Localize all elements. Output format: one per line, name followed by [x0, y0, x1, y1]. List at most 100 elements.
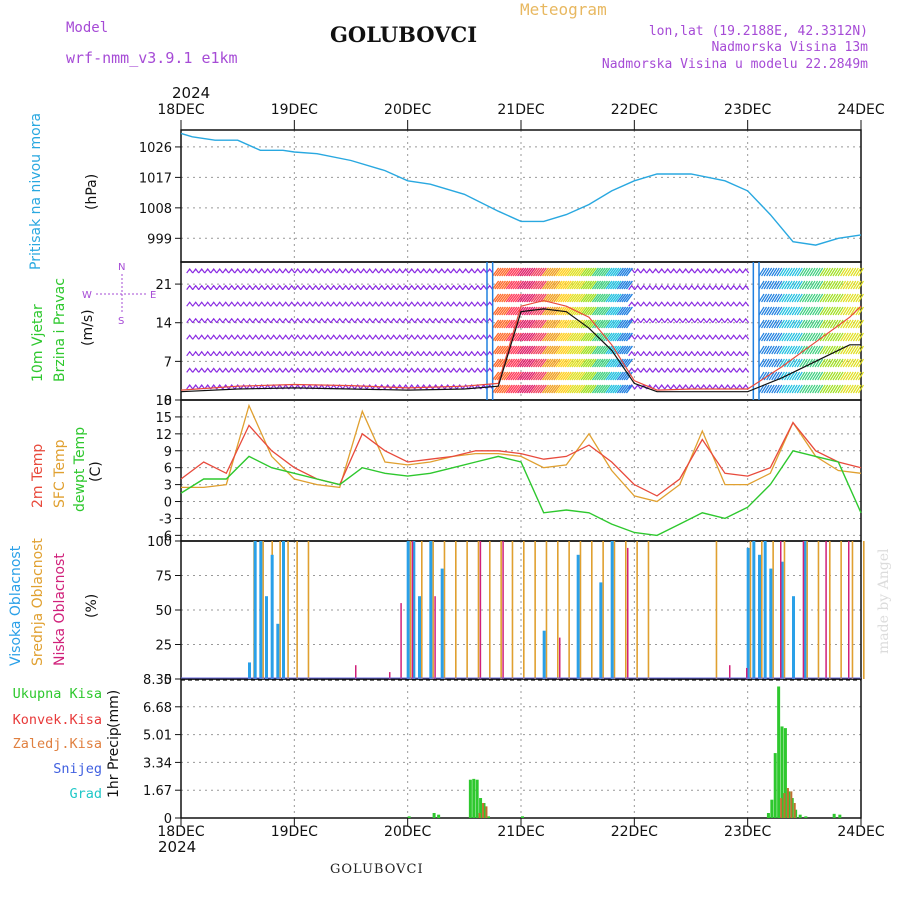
cloud-bar — [559, 637, 561, 679]
wind-arrow — [623, 267, 631, 277]
wind-arrow — [503, 384, 511, 394]
wind-arrow — [517, 371, 525, 381]
precip-bar — [832, 813, 836, 818]
y-tick-label: -6 — [159, 529, 172, 544]
wind-arrow — [605, 293, 613, 303]
cloud-bar — [579, 541, 582, 679]
wind-arrow — [837, 345, 844, 355]
wind-arrow — [585, 384, 593, 394]
wind-arrow — [589, 280, 597, 290]
precip-bar — [487, 816, 490, 818]
wind-barb-row — [628, 350, 750, 357]
wind-arrow — [507, 293, 516, 303]
wind-arrow — [822, 280, 829, 290]
wind-arrow — [850, 345, 857, 355]
wind-arrow — [786, 293, 793, 303]
x-tick-top: 20DEC — [384, 102, 431, 118]
wind-arrow — [571, 319, 579, 329]
wind-arrow — [619, 293, 627, 303]
wind-arrow — [582, 267, 590, 277]
wind-arrow — [596, 267, 604, 277]
wind-arrow — [562, 384, 570, 394]
wind-arrow — [809, 267, 816, 277]
wind-arrow — [492, 293, 500, 303]
wind-arrow — [829, 267, 836, 277]
cloud-bar — [276, 623, 280, 679]
x-tick-top: 24DEC — [837, 102, 884, 118]
wind-arrow — [827, 384, 834, 394]
wind-arrow — [573, 384, 581, 394]
cloud-bar — [389, 672, 391, 679]
wind-barb-row — [628, 301, 750, 307]
wind-arrow — [827, 280, 834, 290]
wind-arrow — [857, 267, 864, 277]
cloud-bar — [557, 541, 559, 679]
y-tick-label: 6 — [164, 462, 172, 477]
wind-arrow — [822, 384, 829, 394]
wind-arrow — [852, 358, 859, 368]
wind-arrow — [806, 371, 813, 381]
wind-arrow — [847, 384, 854, 394]
wind-arrow — [827, 319, 834, 329]
wind-arrow — [557, 384, 565, 394]
wind-arrow — [546, 371, 554, 381]
wind-arrow — [621, 319, 629, 329]
y-tick-label: 1026 — [139, 141, 172, 156]
wind-arrow — [847, 319, 854, 329]
wind-arrow — [528, 306, 536, 316]
wind-arrow — [623, 293, 631, 303]
wind-arrow — [609, 332, 618, 342]
wind-arrow — [832, 293, 839, 303]
wind-arrow — [494, 319, 502, 329]
wind-arrow — [582, 293, 590, 303]
wind-arrow — [791, 319, 798, 329]
wind-arrow — [829, 280, 836, 290]
wind-arrow — [537, 319, 545, 329]
wind-arrow — [768, 293, 775, 303]
cloud-bar — [599, 582, 603, 679]
precip-bar — [783, 728, 787, 818]
wind-arrow — [799, 332, 806, 342]
y-tick-label: 1.67 — [143, 784, 172, 799]
wind-arrow — [806, 280, 813, 290]
cloud-bar — [780, 561, 784, 679]
wind-arrow — [564, 280, 572, 290]
wind-arrow — [535, 319, 543, 329]
wind-arrow — [771, 293, 778, 303]
wind-arrow — [523, 384, 531, 394]
wind-arrow — [557, 319, 565, 329]
wind-arrow — [840, 267, 847, 277]
wind-arrow — [773, 371, 780, 381]
wind-arrow — [600, 371, 609, 381]
wind-arrow — [566, 319, 575, 329]
wind-arrow — [512, 358, 520, 368]
wind-arrow — [761, 371, 768, 381]
wind-arrow — [507, 358, 516, 368]
wind-arrow — [546, 332, 554, 342]
cloud-bar — [523, 541, 525, 679]
wind-arrow — [578, 384, 586, 394]
wind-arrow — [580, 371, 588, 381]
wind-arrow — [498, 384, 507, 394]
wind-arrow — [850, 280, 857, 290]
wind-arrow — [852, 371, 859, 381]
wind-arrow — [621, 345, 629, 355]
wind-arrow — [778, 345, 785, 355]
wind-arrow — [814, 371, 821, 381]
wind-arrow — [587, 345, 595, 355]
wind-arrow — [789, 358, 796, 368]
wind-arrow — [829, 332, 836, 342]
wind-arrow — [857, 384, 864, 394]
wind-arrow — [569, 267, 577, 277]
wind-arrow — [512, 293, 520, 303]
cloud-bar — [610, 541, 614, 679]
wind-arrow — [791, 306, 798, 316]
wind-arrow — [564, 358, 572, 368]
wind-arrow — [625, 345, 633, 355]
wind-arrow — [789, 332, 796, 342]
wind-arrow — [794, 332, 801, 342]
wind-arrow — [587, 267, 595, 277]
wind-arrow — [812, 332, 819, 342]
wind-arrow — [623, 384, 631, 394]
wind-arrow — [761, 280, 768, 290]
